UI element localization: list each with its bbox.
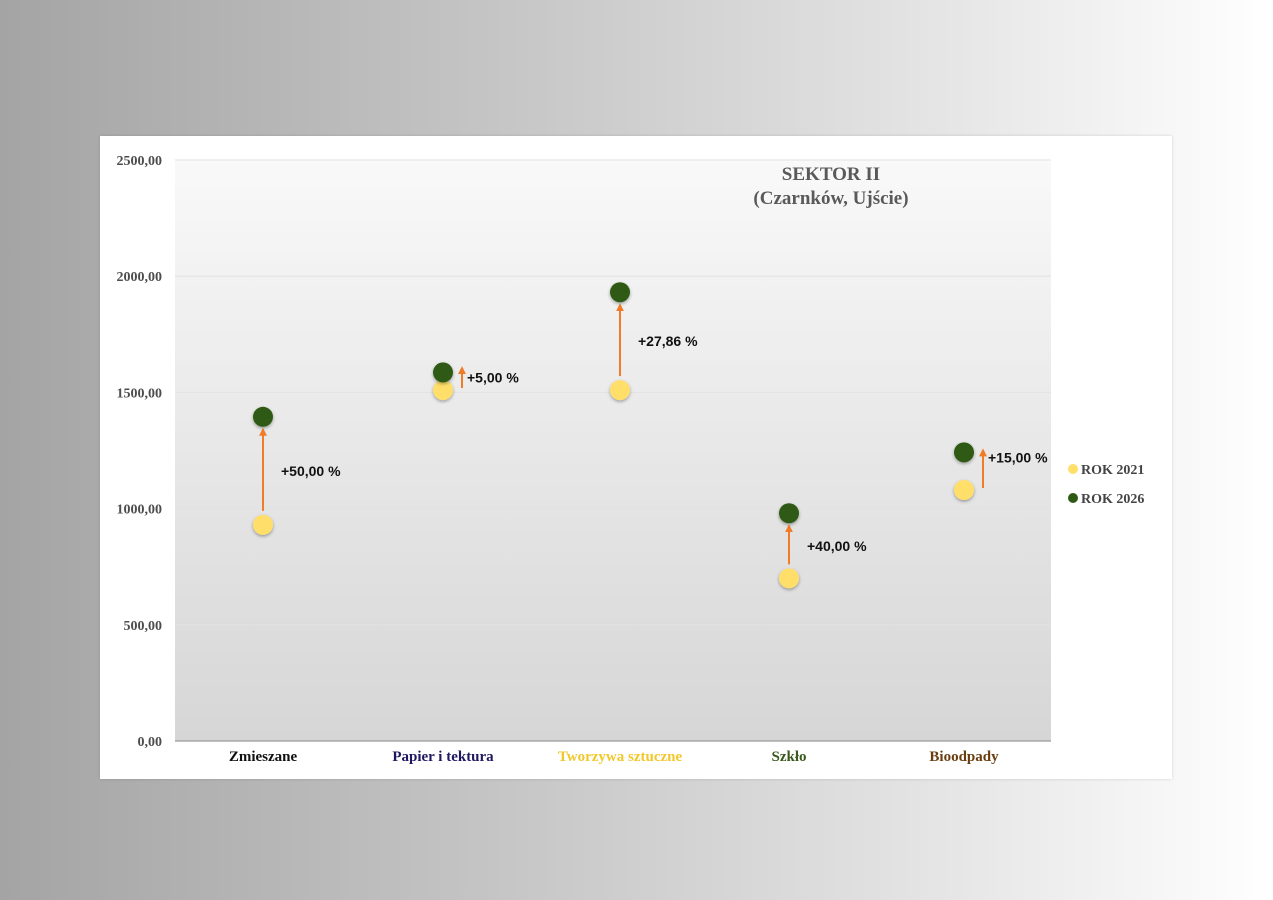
chart-card: 0,00 500,00 1000,00 1500,00 2000,00 2500,00 Z… <box>100 136 1172 779</box>
legend-label: ROK 2026 <box>1081 492 1144 507</box>
percent-label: +50,00 % <box>281 463 341 479</box>
x-category-label: Papier i tektura <box>392 749 494 765</box>
change-arrows <box>259 303 987 565</box>
point-rok-2026 <box>433 362 453 383</box>
y-tick-label: 500,00 <box>124 619 163 634</box>
data-points <box>253 282 974 589</box>
y-axis: 0,00 500,00 1000,00 1500,00 2000,00 2500,00 <box>117 154 163 750</box>
percent-label: +5,00 % <box>467 369 519 385</box>
y-tick-label: 1000,00 <box>117 503 163 518</box>
y-tick-label: 2500,00 <box>117 154 163 169</box>
plot-area <box>175 160 1051 741</box>
legend-marker <box>1068 464 1078 474</box>
percent-label: +40,00 % <box>807 538 867 554</box>
point-rok-2026 <box>610 282 630 303</box>
chart-title: SEKTOR II <box>782 164 880 185</box>
point-rok-2026 <box>779 503 799 524</box>
point-rok-2021 <box>253 514 273 535</box>
legend: ROK 2021 ROK 2026 <box>1068 463 1144 507</box>
x-category-label: Bioodpady <box>929 749 999 765</box>
y-tick-label: 1500,00 <box>117 386 163 401</box>
legend-label: ROK 2021 <box>1081 463 1144 478</box>
point-rok-2021 <box>954 480 974 501</box>
percent-label: +15,00 % <box>988 449 1048 465</box>
y-tick-label: 0,00 <box>138 735 163 750</box>
y-tick-label: 2000,00 <box>117 270 163 285</box>
chart-svg: 0,00 500,00 1000,00 1500,00 2000,00 2500,00 Z… <box>117 154 1145 765</box>
chart-subtitle: (Czarnków, Ujście) <box>753 188 908 209</box>
x-category-label: Zmieszane <box>229 749 298 765</box>
point-rok-2026 <box>253 406 273 427</box>
x-axis: Zmieszane Papier i tektura Tworzywa sztucz… <box>229 749 999 765</box>
percent-annotations: +50,00 % +5,00 % +27,86 % +40,00 % +15,00 % <box>281 333 1048 554</box>
point-rok-2021 <box>610 380 630 401</box>
x-category-label: Tworzywa sztuczne <box>558 749 683 765</box>
point-rok-2026 <box>954 442 974 463</box>
point-rok-2021 <box>779 568 799 589</box>
x-category-label: Szkło <box>771 749 806 765</box>
legend-marker <box>1068 493 1078 503</box>
percent-label: +27,86 % <box>638 333 698 349</box>
point-rok-2021 <box>433 380 453 401</box>
grid-lines <box>175 159 1051 742</box>
